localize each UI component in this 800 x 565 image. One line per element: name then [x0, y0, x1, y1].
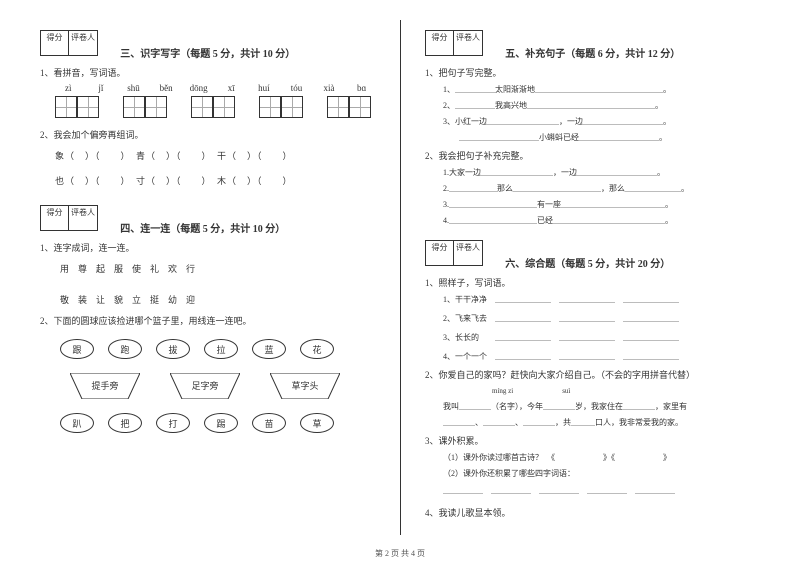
- pinyin: zì: [55, 83, 82, 93]
- trapezoid-row: 提手旁 足字旁 草字头: [70, 373, 375, 399]
- fill-line: 4、一个一个 ＿＿＿＿＿＿＿ ＿＿＿＿＿＿＿ ＿＿＿＿＿＿＿: [443, 351, 770, 362]
- s6-q2: 2、你爱自己的家吗？赶快向大家介绍自己。（不会的字用拼音代替）: [425, 368, 770, 381]
- ovals-row-1: 跟 跑 拔 拉 蓝 花: [60, 339, 375, 359]
- pinyin: xī: [218, 83, 245, 93]
- fill-line: 2.＿＿＿＿＿＿那么＿＿＿＿＿＿＿＿＿＿＿，那么＿＿＿＿＿＿＿。: [443, 183, 770, 194]
- pinyin: jǐ: [88, 83, 115, 93]
- fill-line: ＿＿＿＿、＿＿＿＿、＿＿＿＿，共＿＿＿口人，我非常爱我的家。: [443, 417, 770, 428]
- fill-line: 3、长长的 ＿＿＿＿＿＿＿ ＿＿＿＿＿＿＿ ＿＿＿＿＿＿＿: [443, 332, 770, 343]
- fill-line: ＿＿＿＿＿＿＿＿＿＿小蝌蚪已经＿＿＿＿＿＿＿＿＿＿。: [443, 132, 770, 143]
- fill-line: 3.＿＿＿＿＿＿＿＿＿＿＿有一座＿＿＿＿＿＿＿＿＿＿＿＿＿。: [443, 199, 770, 210]
- trapezoid: 提手旁: [70, 373, 140, 399]
- fill-line: 4.＿＿＿＿＿＿＿＿＿＿＿已经＿＿＿＿＿＿＿＿＿＿＿＿＿＿。: [443, 215, 770, 226]
- fill-line: 1、干干净净 ＿＿＿＿＿＿＿ ＿＿＿＿＿＿＿ ＿＿＿＿＿＿＿: [443, 294, 770, 305]
- score-box: 得分 评卷人: [425, 240, 483, 266]
- section-4-header: 得分 评卷人 四、连一连（每题 5 分，共计 10 分）: [40, 205, 375, 235]
- s3-q1: 1、看拼音，写词语。: [40, 66, 375, 79]
- oval: 草: [300, 413, 334, 433]
- column-divider: [400, 20, 401, 535]
- fill-line: 2、＿＿＿＿＿我高兴地＿＿＿＿＿＿＿＿＿＿＿＿＿＿＿＿。: [443, 100, 770, 111]
- fill-line: 2、飞来飞去 ＿＿＿＿＿＿＿ ＿＿＿＿＿＿＿ ＿＿＿＿＿＿＿: [443, 313, 770, 324]
- score-box: 得分 评卷人: [40, 30, 98, 56]
- score-label: 得分: [426, 241, 454, 265]
- section-3-title: 三、识字写字（每题 5 分，共计 10 分）: [120, 45, 295, 60]
- section-6-title: 六、综合题（每题 5 分，共计 20 分）: [505, 255, 670, 270]
- s6-q3: 3、课外积累。: [425, 434, 770, 447]
- pinyin: xià: [316, 83, 343, 93]
- pinyin: bɑ: [348, 83, 375, 93]
- oval: 拔: [156, 339, 190, 359]
- zi-cell[interactable]: [145, 96, 167, 118]
- radical-row-1: 象（ ）（ ） 青（ ）（ ） 干（ ）（ ）: [55, 149, 375, 162]
- zi-cell[interactable]: [259, 96, 281, 118]
- oval: 花: [300, 339, 334, 359]
- section-5-header: 得分 评卷人 五、补充句子（每题 6 分，共计 12 分）: [425, 30, 770, 60]
- score-box: 得分 评卷人: [425, 30, 483, 56]
- radical-row-2: 也（ ）（ ） 寸（ ）（ ） 木（ ）（ ）: [55, 174, 375, 187]
- pinyin: běn: [153, 83, 180, 93]
- char-row-2: 敬 装 让 貌 立 挺 幼 迎: [60, 293, 375, 306]
- char-row-1: 用 尊 起 服 使 礼 欢 行: [60, 262, 375, 275]
- zi-cell[interactable]: [327, 96, 349, 118]
- zi-cell[interactable]: [123, 96, 145, 118]
- zi-cell[interactable]: [213, 96, 235, 118]
- pinyin-hint: míng zi suì: [443, 386, 770, 396]
- oval: 苗: [252, 413, 286, 433]
- oval: 跟: [60, 339, 94, 359]
- score-box: 得分 评卷人: [40, 205, 98, 231]
- fill-line: 3、小红一边＿＿＿＿＿＿＿＿＿，一边＿＿＿＿＿＿＿＿＿＿。: [443, 116, 770, 127]
- s4-q1: 1、连字成词，连一连。: [40, 241, 375, 254]
- fill-line: 我叫＿＿＿＿（名字），今年＿＿＿＿岁，我家住在＿＿＿＿，家里有: [443, 401, 770, 412]
- zi-cell[interactable]: [77, 96, 99, 118]
- oval: 蓝: [252, 339, 286, 359]
- oval: 拉: [204, 339, 238, 359]
- oval: 跑: [108, 339, 142, 359]
- trapezoid: 草字头: [270, 373, 340, 399]
- marker-label: 评卷人: [69, 206, 97, 230]
- s5-q1: 1、把句子写完整。: [425, 66, 770, 79]
- s3-q2: 2、我会加个偏旁再组词。: [40, 128, 375, 141]
- zi-cell[interactable]: [281, 96, 303, 118]
- fill-line: （1）课外你读过哪首古诗？ 《 》《 》: [443, 452, 770, 463]
- s6-q1: 1、照样子，写词语。: [425, 276, 770, 289]
- ovals-row-2: 趴 把 打 踢 苗 草: [60, 413, 375, 433]
- trapezoid: 足字旁: [170, 373, 240, 399]
- right-column: 得分 评卷人 五、补充句子（每题 6 分，共计 12 分） 1、把句子写完整。 …: [400, 0, 800, 540]
- pinyin-row: zì jǐ shū běn dōng xī huí tóu xià bɑ: [55, 83, 375, 93]
- fill-line: 1.大家一边＿＿＿＿＿＿＿＿＿，一边＿＿＿＿＿＿＿＿＿＿。: [443, 167, 770, 178]
- score-label: 得分: [41, 31, 69, 55]
- s6-q4: 4、我读儿歌显本领。: [425, 506, 770, 519]
- zi-cell[interactable]: [191, 96, 213, 118]
- score-label: 得分: [426, 31, 454, 55]
- oval: 打: [156, 413, 190, 433]
- zi-cell[interactable]: [55, 96, 77, 118]
- fill-line: ＿＿＿＿＿ ＿＿＿＿＿ ＿＿＿＿＿ ＿＿＿＿＿ ＿＿＿＿＿: [443, 485, 770, 496]
- pinyin: huí: [251, 83, 278, 93]
- marker-label: 评卷人: [69, 31, 97, 55]
- oval: 把: [108, 413, 142, 433]
- section-5-title: 五、补充句子（每题 6 分，共计 12 分）: [505, 45, 680, 60]
- fill-line: 1、＿＿＿＿＿太阳渐渐地＿＿＿＿＿＿＿＿＿＿＿＿＿＿＿＿。: [443, 84, 770, 95]
- score-label: 得分: [41, 206, 69, 230]
- pinyin: tóu: [283, 83, 310, 93]
- zi-grid: [55, 96, 375, 118]
- oval: 趴: [60, 413, 94, 433]
- pinyin: shū: [120, 83, 147, 93]
- fill-line: （2）课外你还积累了哪些四字词语：: [443, 468, 770, 479]
- zi-cell[interactable]: [349, 96, 371, 118]
- marker-label: 评卷人: [454, 31, 482, 55]
- s4-q2: 2、下面的圆球应该捡进哪个篮子里，用线连一连吧。: [40, 314, 375, 327]
- oval: 踢: [204, 413, 238, 433]
- section-3-header: 得分 评卷人 三、识字写字（每题 5 分，共计 10 分）: [40, 30, 375, 60]
- section-4-title: 四、连一连（每题 5 分，共计 10 分）: [120, 220, 285, 235]
- s5-q2: 2、我会把句子补充完整。: [425, 149, 770, 162]
- left-column: 得分 评卷人 三、识字写字（每题 5 分，共计 10 分） 1、看拼音，写词语。…: [0, 0, 400, 540]
- pinyin: dōng: [185, 83, 212, 93]
- marker-label: 评卷人: [454, 241, 482, 265]
- page-footer: 第 2 页 共 4 页: [0, 548, 800, 559]
- section-6-header: 得分 评卷人 六、综合题（每题 5 分，共计 20 分）: [425, 240, 770, 270]
